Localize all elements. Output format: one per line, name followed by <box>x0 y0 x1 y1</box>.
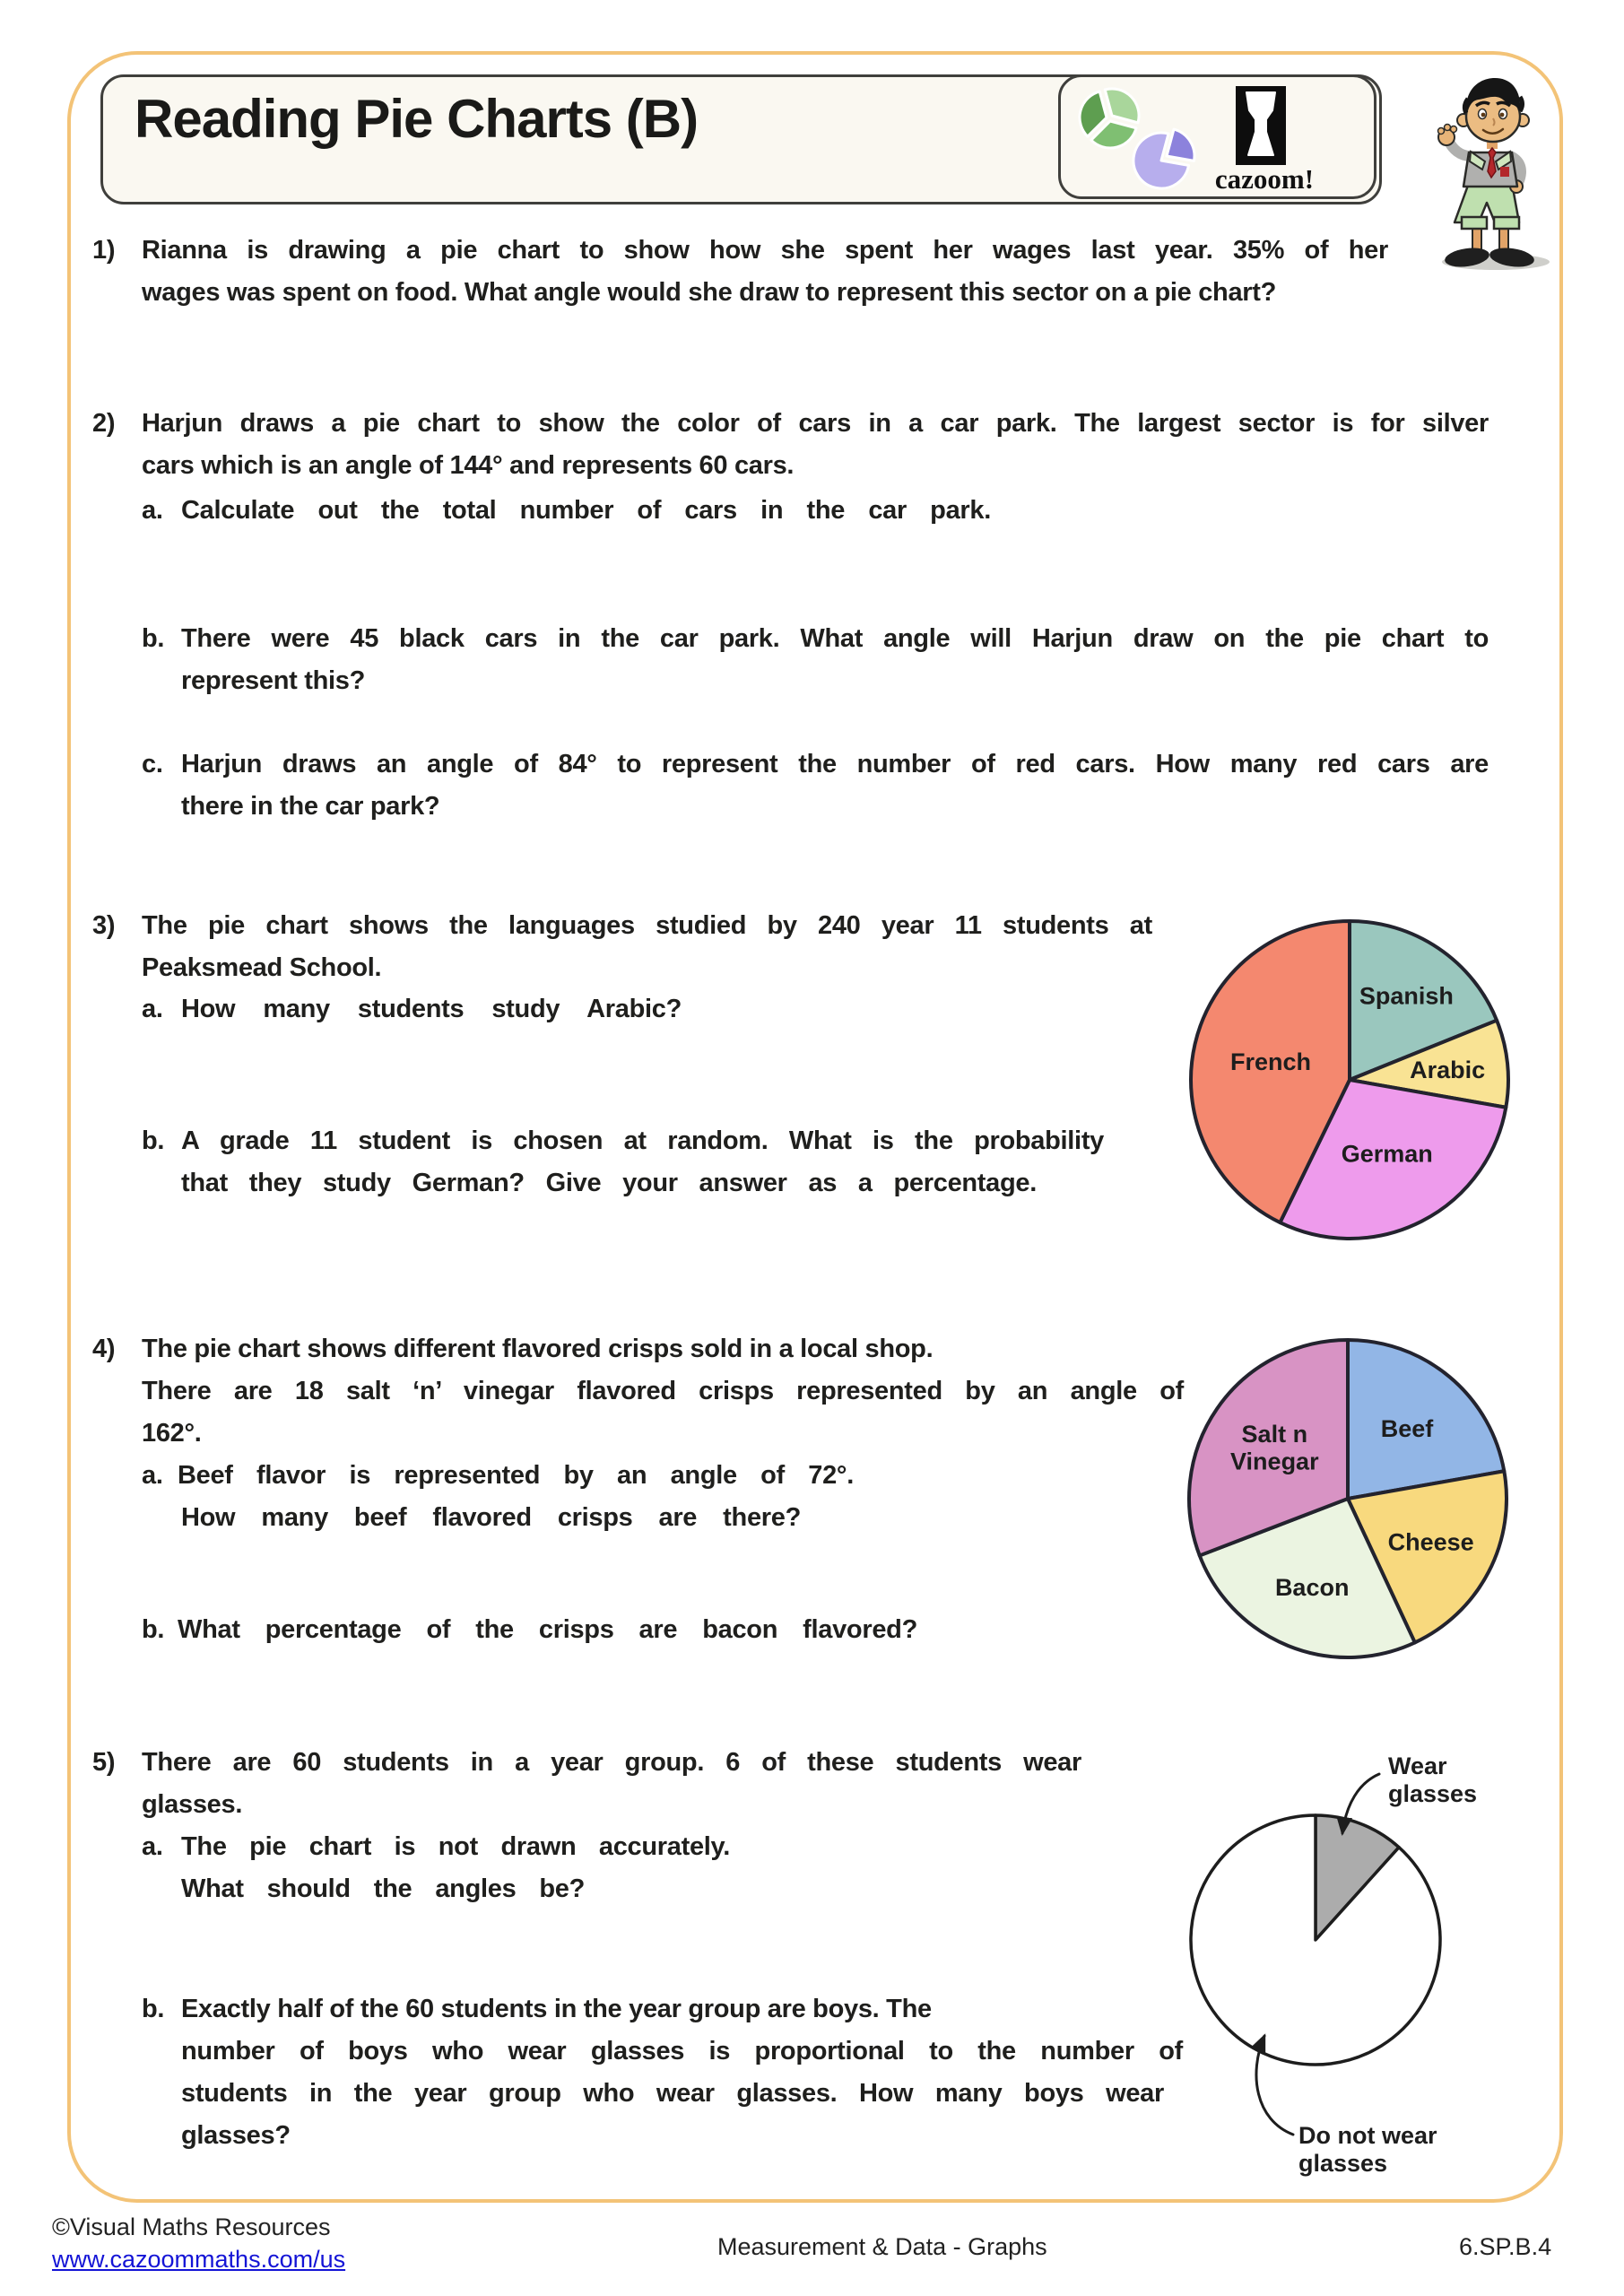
q3b-line: that they study German? Give your answer… <box>181 1169 1037 1197</box>
q5a-line: The pie chart is not drawn accurately. <box>181 1832 730 1861</box>
brand-wordmark: cazoom! <box>1214 163 1315 195</box>
pie-label: Bacon <box>1275 1574 1350 1601</box>
q3a-letter: a. <box>142 995 163 1023</box>
q2-line: Harjun draws a pie chart to show the col… <box>142 409 1489 438</box>
q2b-line: represent this? <box>181 666 365 695</box>
q2c-line: Harjun draws an angle of 84° to represen… <box>181 750 1489 778</box>
page-accent-border <box>67 51 1563 2203</box>
pie-slice-german <box>1278 1078 1508 1240</box>
do-not-wear-glasses-arrow <box>1250 2033 1295 2136</box>
glasses-pie-chart <box>1189 1772 1442 2136</box>
q5b-line: number of boys who wear glasses is propo… <box>181 2037 1183 2066</box>
q2-line: cars which is an angle of 144° and repre… <box>142 451 795 480</box>
q2b-letter: b. <box>142 624 165 653</box>
pie-slice-cheese <box>1346 1469 1508 1645</box>
q3-line: Peaksmead School. <box>142 953 382 982</box>
q4a-letter: a. <box>142 1461 163 1490</box>
q5a-letter: a. <box>142 1832 163 1861</box>
q1-line: wages was spent on food. What angle woul… <box>142 278 1277 307</box>
pie-slice-do-not-wear-glasses <box>1189 1813 1442 2066</box>
q2c-letter: c. <box>142 750 163 778</box>
q5b-letter: b. <box>142 1995 165 2023</box>
q3a-line: How many students study Arabic? <box>181 995 682 1023</box>
q5-line: There are 60 students in a year group. 6… <box>142 1748 1081 1777</box>
q5a-line: What should the angles be? <box>181 1874 585 1903</box>
q2b-line: There were 45 black cars in the car park… <box>181 624 1489 653</box>
q5b-line: Exactly half of the 60 students in the y… <box>181 1995 932 2023</box>
q5-line: glasses. <box>142 1790 243 1819</box>
boy-mascot <box>1437 78 1550 270</box>
q5b-line: glasses? <box>181 2121 291 2150</box>
wear-glasses-label: Wear glasses <box>1388 1752 1478 1807</box>
cazoom-logo-mark <box>1236 86 1286 165</box>
q4a-line: How many beef flavored crisps are there? <box>181 1503 801 1532</box>
pie-icon-green <box>1078 87 1141 150</box>
footer-link[interactable]: www.cazoommaths.com/us <box>52 2246 346 2273</box>
page-title: Reading Pie Charts (B) <box>135 89 699 149</box>
q2-number: 2) <box>92 409 116 438</box>
do-not-wear-glasses-label: Do not wear glasses <box>1298 2122 1437 2177</box>
pie-slice-wear-glasses <box>1314 1813 1401 1942</box>
crisps-pie-chart: Beef Cheese Bacon Salt n Vinegar <box>1187 1338 1508 1659</box>
q2c-line: there in the car park? <box>181 792 440 821</box>
pie-label: Cheese <box>1388 1529 1474 1556</box>
q4a-line: Beef flavor is represented by an angle o… <box>178 1461 854 1490</box>
pie-label: Arabic <box>1410 1057 1485 1083</box>
q5b-line: students in the year group who wear glas… <box>181 2079 1164 2108</box>
q4b-line: What percentage of the crisps are bacon … <box>178 1615 917 1644</box>
wear-glasses-arrow <box>1336 1772 1381 1836</box>
languages-pie-chart: Spanish Arabic German French <box>1189 919 1510 1240</box>
q2a-letter: a. <box>142 496 163 525</box>
logo-art <box>1078 86 1286 190</box>
pie-slice-salt-n-vinegar <box>1187 1338 1350 1558</box>
footer-copyright: ©Visual Maths Resources <box>52 2213 331 2240</box>
pie-slice-french <box>1189 919 1351 1225</box>
q4-line: There are 18 salt ‘n’ vinegar flavored c… <box>142 1377 1184 1405</box>
pie-label: Beef <box>1381 1415 1435 1442</box>
pie-label: German <box>1342 1140 1433 1167</box>
q1-number: 1) <box>92 236 116 265</box>
pie-slice-bacon <box>1197 1497 1417 1659</box>
pie-slice-spanish <box>1348 919 1499 1082</box>
q4-line: The pie chart shows different flavored c… <box>142 1335 934 1363</box>
footer-standard-code: 6.SP.B.4 <box>1459 2233 1552 2260</box>
q3b-line: A grade 11 student is chosen at random. … <box>181 1126 1104 1155</box>
footer-category: Measurement & Data - Graphs <box>717 2233 1047 2260</box>
q4-number: 4) <box>92 1335 116 1363</box>
pie-label: Spanish <box>1359 983 1454 1010</box>
pie-label: French <box>1230 1048 1311 1075</box>
q4b-letter: b. <box>142 1615 165 1644</box>
q3b-letter: b. <box>142 1126 165 1155</box>
q3-number: 3) <box>92 911 116 940</box>
q4-line: 162°. <box>142 1419 202 1448</box>
q1-line: Rianna is drawing a pie chart to show ho… <box>142 236 1388 265</box>
q2a-line: Calculate out the total number of cars i… <box>181 496 991 525</box>
pie-label: Salt n Vinegar <box>1230 1421 1319 1474</box>
q3-line: The pie chart shows the languages studie… <box>142 911 1152 940</box>
q5-number: 5) <box>92 1748 116 1777</box>
pie-icon-purple <box>1132 127 1196 190</box>
pie-slice-beef <box>1346 1338 1507 1500</box>
